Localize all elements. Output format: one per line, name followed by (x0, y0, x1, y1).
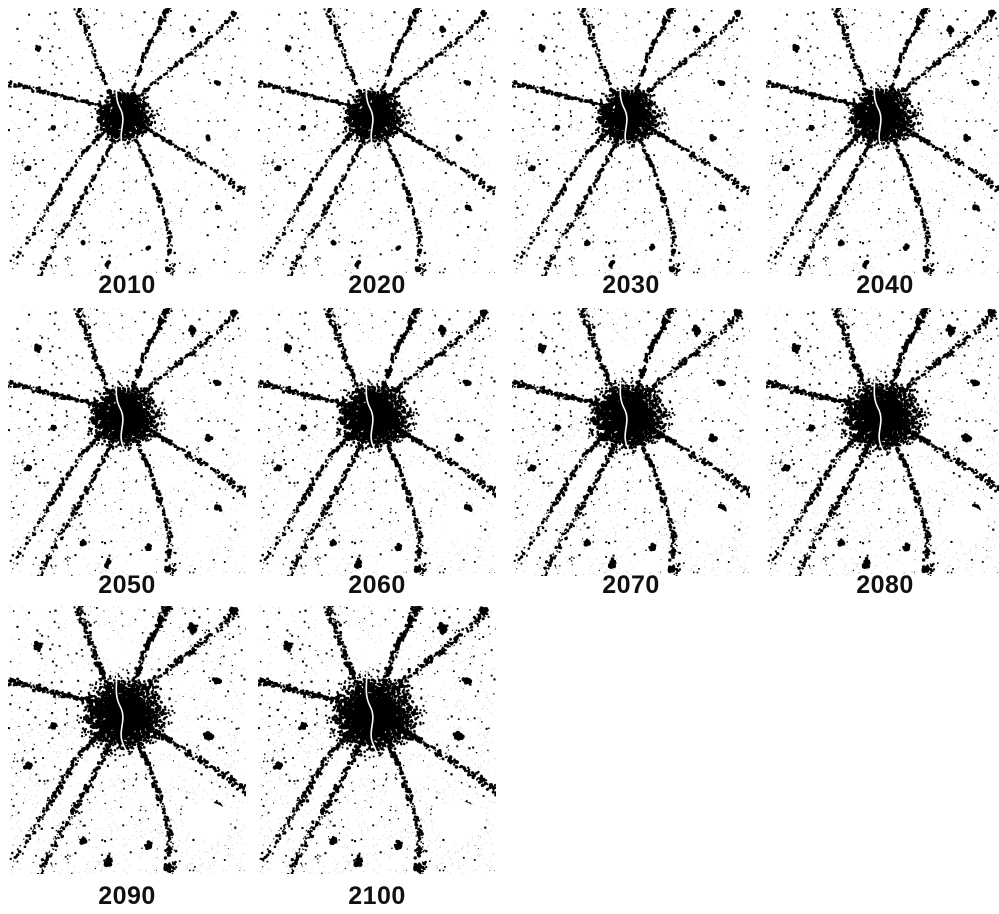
urban-map-image (258, 308, 496, 576)
urban-map-image (766, 308, 999, 576)
map-panel-2010: 2010 (8, 8, 246, 303)
map-panel-2070: 2070 (512, 308, 750, 603)
map-panel-2100: 2100 (258, 606, 496, 914)
year-label: 2040 (766, 271, 999, 300)
map-panel-2060: 2060 (258, 308, 496, 603)
urban-map-raster (766, 8, 999, 276)
urban-map-raster (512, 308, 750, 576)
urban-map-raster (8, 8, 246, 276)
urban-map-image (512, 8, 750, 276)
urban-map-image (766, 8, 999, 276)
urban-map-image (258, 606, 496, 874)
map-panel-2080: 2080 (766, 308, 999, 603)
year-label: 2100 (258, 882, 496, 911)
urban-map-raster (512, 8, 750, 276)
urban-map-raster (258, 308, 496, 576)
map-panel-2030: 2030 (512, 8, 750, 303)
map-panel-2040: 2040 (766, 8, 999, 303)
year-label: 2030 (512, 271, 750, 300)
map-panel-2020: 2020 (258, 8, 496, 303)
year-label: 2060 (258, 571, 496, 600)
year-label: 2050 (8, 571, 246, 600)
urban-map-image (512, 308, 750, 576)
urban-map-raster (258, 8, 496, 276)
urban-map-raster (8, 606, 246, 874)
year-label: 2020 (258, 271, 496, 300)
year-label: 2010 (8, 271, 246, 300)
urban-map-raster (8, 308, 246, 576)
year-label: 2090 (8, 882, 246, 911)
urban-map-raster (258, 606, 496, 874)
urban-map-image (258, 8, 496, 276)
urban-map-image (8, 8, 246, 276)
map-panel-2050: 2050 (8, 308, 246, 603)
urban-map-raster (766, 308, 999, 576)
urban-map-image (8, 308, 246, 576)
urban-map-image (8, 606, 246, 874)
year-label: 2080 (766, 571, 999, 600)
map-panel-2090: 2090 (8, 606, 246, 914)
year-label: 2070 (512, 571, 750, 600)
